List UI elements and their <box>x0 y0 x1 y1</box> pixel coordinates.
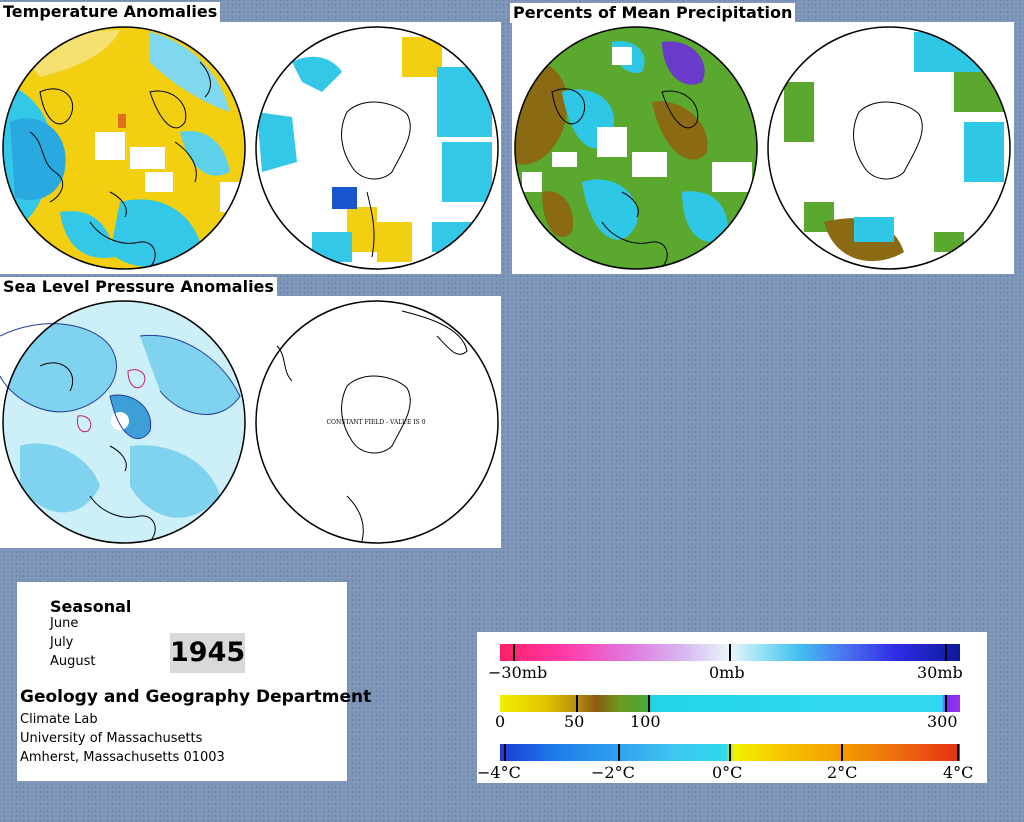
temp-label-plus2: 2°C <box>827 763 858 782</box>
info-box: Seasonal June July August 1945 Geology a… <box>17 582 371 781</box>
precip-tick-100 <box>648 695 650 712</box>
pressure-label-max: 30mb <box>917 663 963 682</box>
precipitation-title: Percents of Mean Precipitation <box>510 3 796 23</box>
temperature-north-globe <box>2 26 246 270</box>
legend-box: −30mb 0mb 30mb 0 50 100 300 −4°C −2°C 0°… <box>477 632 987 783</box>
precip-label-100: 100 <box>630 712 661 731</box>
temperature-south-globe <box>255 26 499 270</box>
precip-label-300: 300 <box>927 712 958 731</box>
department-name: Geology and Geography Department <box>20 687 372 707</box>
pressure-tick-min <box>513 644 515 661</box>
precipitation-panel <box>512 22 1014 274</box>
precip-tick-300 <box>945 695 947 712</box>
precip-colorbar <box>500 695 960 712</box>
temp-tick-minus4 <box>504 744 506 761</box>
pressure-tick-max <box>945 644 947 661</box>
temp-label-zero: 0°C <box>712 763 743 782</box>
precip-label-50: 50 <box>564 712 585 731</box>
temp-tick-minus2 <box>618 744 620 761</box>
address-line-3: Amherst, Massachusetts 01003 <box>20 750 225 765</box>
pressure-panel: CONSTANT FIELD - VALUE IS 0 <box>0 296 501 548</box>
temperature-title: Temperature Anomalies <box>0 2 221 22</box>
pressure-label-zero: 0mb <box>709 663 745 682</box>
month-august: August <box>50 654 96 669</box>
temp-tick-plus2 <box>841 744 843 761</box>
pressure-tick-zero <box>729 644 731 661</box>
precip-tick-50 <box>576 695 578 712</box>
pressure-north-globe <box>0 300 246 544</box>
season-label: Seasonal <box>50 597 132 616</box>
precipitation-north-globe <box>514 26 758 270</box>
address-line-2: University of Massachusetts <box>20 731 203 746</box>
temperature-panel <box>0 22 501 274</box>
pressure-south-globe: CONSTANT FIELD - VALUE IS 0 <box>252 296 501 548</box>
temp-label-plus4: 4°C <box>943 763 974 782</box>
temp-label-minus4: −4°C <box>477 763 521 782</box>
address-line-1: Climate Lab <box>20 712 98 727</box>
temp-tick-zero <box>729 744 731 761</box>
year-label: 1945 <box>170 633 245 673</box>
pressure-label-min: −30mb <box>488 663 548 682</box>
temp-label-minus2: −2°C <box>591 763 635 782</box>
precipitation-south-globe <box>767 26 1011 270</box>
precip-label-0: 0 <box>495 712 506 731</box>
pressure-constant-note: CONSTANT FIELD - VALUE IS 0 <box>326 419 425 426</box>
pressure-title: Sea Level Pressure Anomalies <box>0 277 277 297</box>
temp-tick-plus4 <box>957 744 959 761</box>
month-july: July <box>50 635 74 650</box>
month-june: June <box>50 616 79 631</box>
